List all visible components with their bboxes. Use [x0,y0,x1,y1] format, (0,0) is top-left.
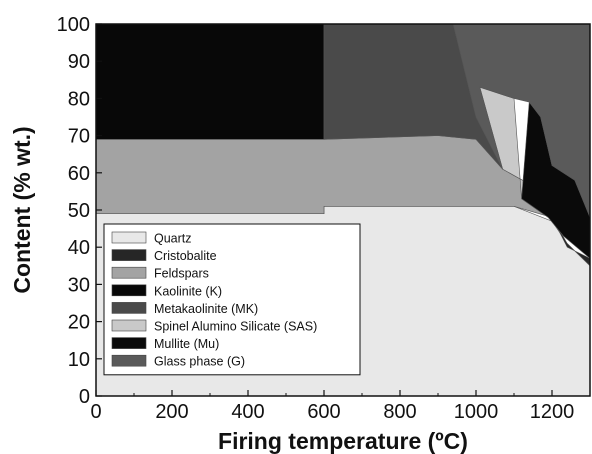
y-tick-label: 10 [68,349,90,371]
y-tick-label: 100 [57,14,90,36]
x-tick-label: 800 [383,401,416,423]
y-tick-label: 20 [68,312,90,334]
axis-ticks [95,23,553,397]
y-tick-label: 80 [68,88,90,110]
x-tick-label: 1200 [530,401,575,423]
area-kaolinite-k [96,24,325,140]
legend: Quartz Cristobalite Feldspars Kaolinite (K)… [103,223,361,376]
x-tick-label: 1000 [454,401,499,423]
area-cristobalite [551,217,590,267]
y-tick-label: 60 [68,163,90,185]
x-tick-label: 400 [231,401,264,423]
legend-swatch [111,284,147,297]
x-tick-label: 600 [307,401,340,423]
y-tick-label: 0 [79,386,90,408]
legend-swatch [111,354,147,367]
y-tick-label: 40 [68,237,90,259]
x-tick-label: 200 [155,401,188,423]
legend-label: Feldspars [154,267,209,281]
legend-swatch [111,337,147,349]
legend-swatch [111,249,147,261]
legend-label: Quartz [154,232,192,246]
y-tick-label: 70 [68,126,90,148]
legend-label: Kaolinite (K) [154,284,222,298]
legend-swatch [111,231,147,244]
x-tick-label: 0 [90,401,101,423]
legend-label: Glass phase (G) [154,355,245,369]
area-glass-phase-g [452,24,590,218]
y-tick-label: 30 [68,274,90,296]
legend-swatch [111,319,147,332]
legend-swatch [111,266,147,279]
legend-label: Mullite (Mu) [154,337,219,351]
x-axis-title: Firing temperature (ºC) [218,428,468,454]
legend-label: Spinel Alumino Silicate (SAS) [154,320,317,334]
axis-tick-labels: 0 200 400 600 800 1000 1200 0 10 20 30 40 50 60 70 80 90… [57,14,575,423]
legend-swatch [111,302,147,314]
y-tick-label: 50 [68,200,90,222]
y-axis-title: Content (% wt.) [9,126,35,293]
legend-box [103,223,361,376]
y-tick-label: 90 [68,51,90,73]
legend-label: Cristobalite [154,249,217,263]
legend-label: Metakaolinite (MK) [154,302,258,316]
